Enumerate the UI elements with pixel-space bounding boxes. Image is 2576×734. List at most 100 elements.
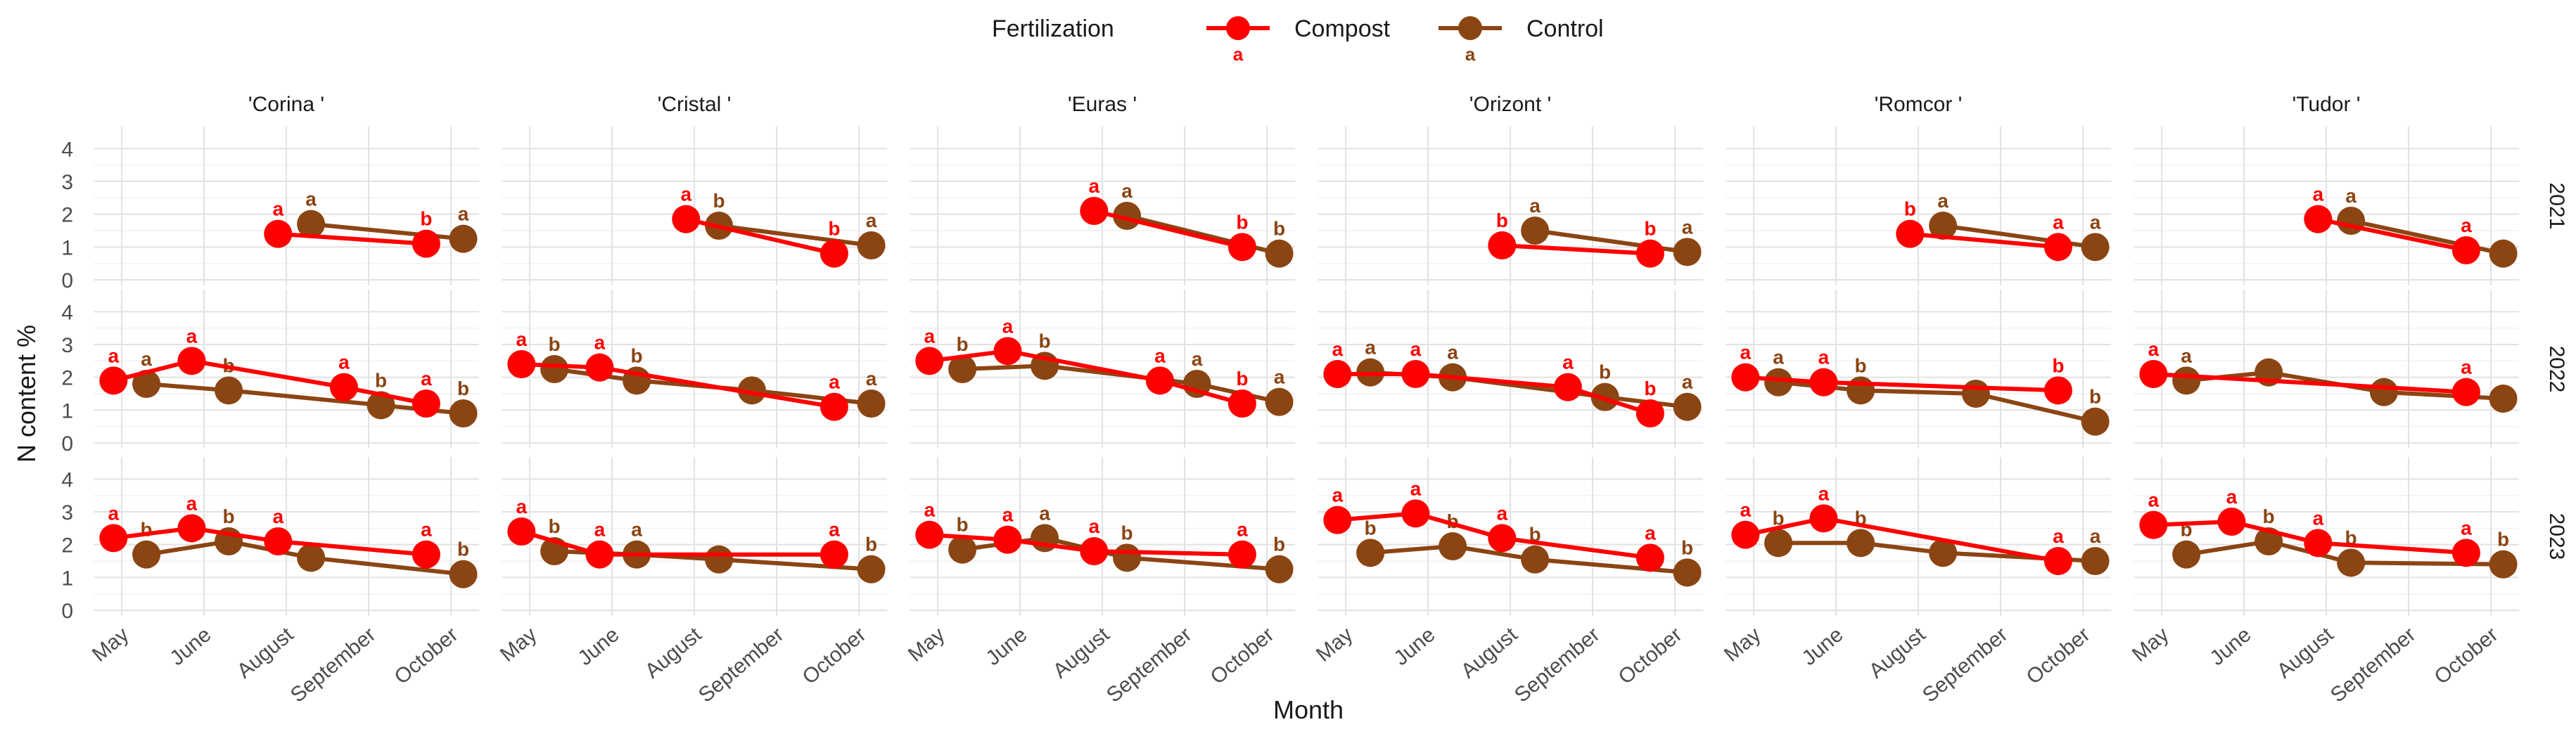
control-significance-letter: a (458, 203, 469, 225)
compost-point (1228, 233, 1256, 262)
compost-point (2451, 378, 2480, 406)
compost-significance-letter: a (594, 519, 606, 541)
control-point (2081, 233, 2110, 262)
compost-significance-letter: a (2461, 356, 2472, 378)
compost-point (412, 229, 440, 258)
control-significance-letter: b (1273, 218, 1285, 240)
control-point (1929, 212, 1958, 240)
cultivar-strip-label: 'Orizont ' (1469, 93, 1551, 116)
compost-point (177, 514, 206, 543)
compost-significance-letter: a (338, 352, 350, 373)
control-significance-letter: a (866, 368, 877, 389)
control-point (1521, 545, 1550, 574)
compost-significance-letter: a (2313, 507, 2324, 529)
control-point (1521, 217, 1550, 245)
control-significance-letter: b (1365, 517, 1377, 539)
control-significance-letter: a (141, 348, 152, 370)
compost-point (1488, 524, 1517, 553)
compost-significance-letter: b (1496, 210, 1508, 231)
control-significance-letter: a (1274, 366, 1285, 388)
control-point (449, 399, 478, 427)
compost-significance-letter: b (1904, 198, 1916, 220)
control-significance-letter: a (1365, 337, 1376, 359)
compost-significance-letter: b (420, 208, 432, 230)
control-significance-letter: b (457, 539, 469, 560)
control-point (1673, 558, 1702, 587)
control-significance-letter: b (713, 190, 725, 212)
compost-significance-letter: a (516, 496, 528, 517)
compost-series-line (1910, 231, 2059, 250)
compost-point (99, 524, 128, 553)
compost-point (1635, 239, 1664, 268)
compost-series-line (1337, 511, 1651, 560)
control-point (857, 389, 886, 418)
compost-point (1809, 504, 1838, 533)
compost-significance-letter: a (681, 184, 692, 205)
control-point (2081, 407, 2110, 436)
y-tick-label: 4 (61, 468, 73, 491)
compost-point (2043, 233, 2072, 262)
legend-title: Fertilization (992, 15, 1114, 42)
control-point (297, 210, 326, 238)
compost-significance-letter: a (924, 499, 936, 521)
control-point (449, 224, 478, 253)
compost-significance-letter: b (1644, 378, 1656, 399)
control-significance-letter: b (1121, 522, 1133, 543)
compost-significance-letter: a (1332, 484, 1344, 506)
panel-grid (910, 127, 1295, 285)
compost-point (820, 239, 848, 268)
compost-significance-letter: a (1002, 504, 1014, 526)
control-point (1764, 368, 1793, 397)
control-significance-letter: a (1447, 342, 1458, 363)
compost-significance-letter: a (1645, 522, 1656, 543)
control-significance-letter: b (631, 345, 643, 366)
compost-significance-letter: a (1562, 352, 1574, 373)
control-point (2337, 207, 2366, 235)
compost-point (1401, 360, 1430, 388)
compost-series-line (1093, 209, 1243, 250)
control-point (2081, 547, 2110, 575)
legend-compost-label: Compost (1294, 15, 1391, 42)
control-significance-letter: a (866, 210, 877, 231)
control-point (1764, 529, 1793, 558)
compost-significance-letter: a (1089, 175, 1100, 197)
control-point (132, 370, 161, 398)
legend-compost-marker (1226, 16, 1250, 40)
compost-point (329, 373, 358, 401)
control-significance-letter: b (1773, 507, 1785, 529)
x-axis-title: Month (1273, 695, 1344, 724)
control-point (297, 543, 326, 572)
control-significance-letter: b (2089, 386, 2101, 408)
compost-point (1080, 197, 1109, 225)
y-tick-label: 2 (61, 367, 73, 390)
compost-point (993, 525, 1022, 554)
compost-point (2043, 547, 2072, 575)
compost-point (1809, 368, 1838, 397)
compost-point (1488, 231, 1517, 259)
compost-significance-letter: a (273, 198, 284, 220)
compost-significance-letter: a (1089, 515, 1100, 537)
cultivar-strip-label: 'Corina ' (248, 93, 324, 116)
compost-point (585, 540, 614, 569)
compost-significance-letter: a (1740, 342, 1752, 363)
control-significance-letter: a (1039, 502, 1050, 524)
control-significance-letter: b (223, 506, 235, 527)
y-axis-title: N content % (12, 325, 41, 463)
year-strip-label: 2021 (2545, 183, 2568, 230)
compost-point (820, 392, 848, 421)
compost-point (2139, 510, 2168, 539)
control-significance-letter: a (1773, 347, 1784, 368)
compost-significance-letter: a (421, 368, 432, 389)
y-tick-label: 3 (61, 334, 73, 357)
compost-series-line (113, 526, 427, 557)
control-significance-letter: b (865, 534, 877, 555)
compost-point (507, 350, 536, 378)
compost-series-line (2317, 217, 2467, 252)
compost-significance-letter: a (1497, 502, 1508, 524)
compost-point (585, 353, 614, 382)
compost-point (99, 366, 128, 395)
panel-grid (2134, 457, 2519, 616)
panel-grid (2134, 290, 2519, 449)
compost-point (412, 540, 440, 569)
